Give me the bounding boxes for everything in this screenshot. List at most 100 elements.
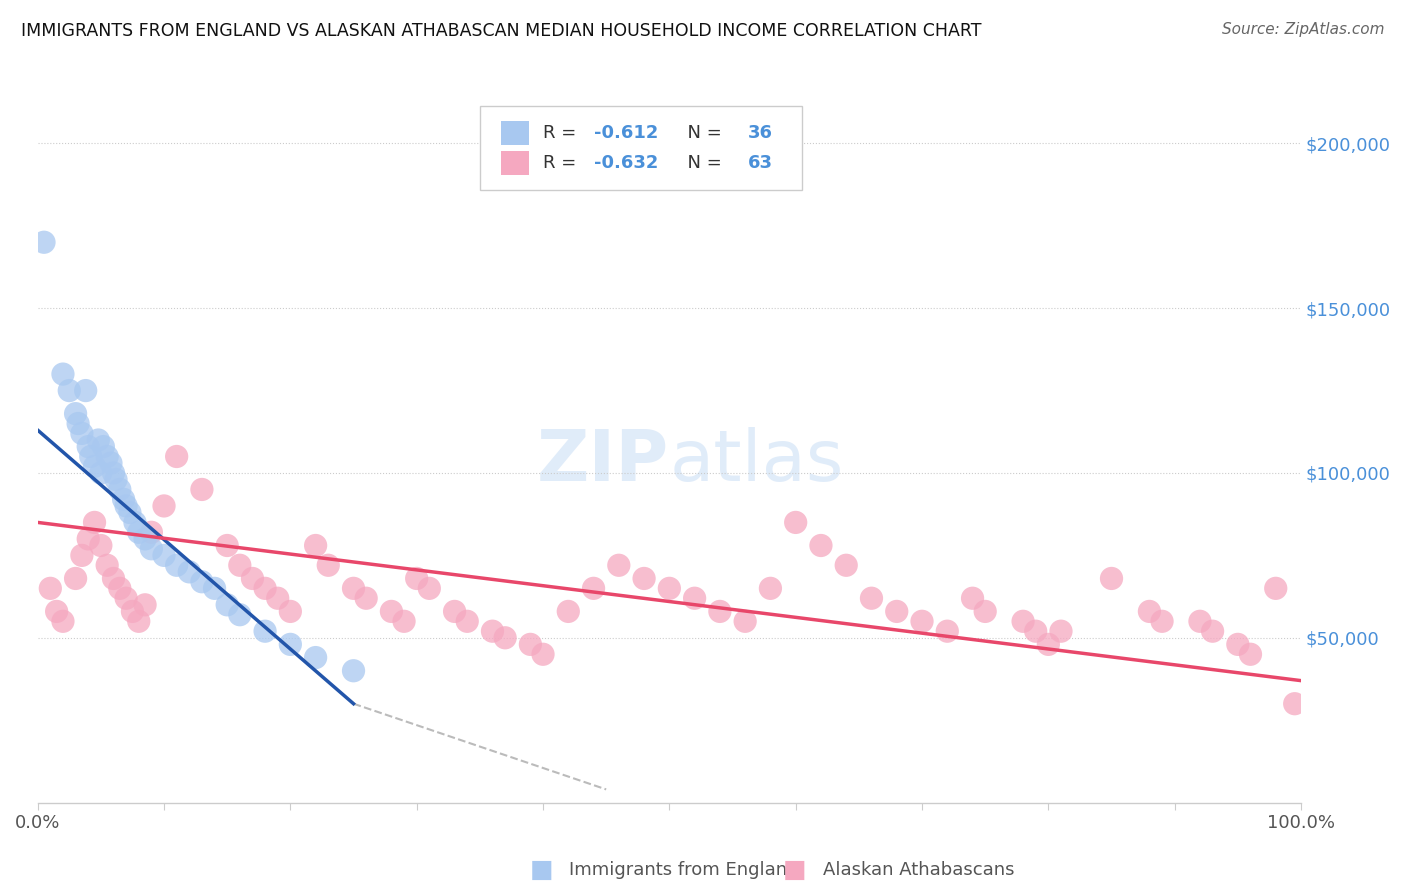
Point bbox=[83, 516, 105, 530]
Point bbox=[128, 525, 150, 540]
Point bbox=[217, 539, 239, 553]
Point bbox=[1139, 604, 1161, 618]
Point bbox=[52, 615, 75, 629]
Point bbox=[166, 450, 188, 464]
Point bbox=[134, 598, 156, 612]
Point bbox=[810, 539, 832, 553]
Point bbox=[217, 598, 239, 612]
Point bbox=[103, 466, 125, 480]
Text: ZIP: ZIP bbox=[537, 427, 669, 496]
Point bbox=[242, 571, 264, 585]
Point bbox=[1038, 637, 1060, 651]
Point bbox=[835, 558, 858, 573]
Point bbox=[531, 647, 554, 661]
Point bbox=[77, 440, 100, 454]
Point bbox=[342, 664, 364, 678]
Point bbox=[886, 604, 908, 618]
Point bbox=[70, 549, 93, 563]
Point bbox=[342, 582, 364, 596]
Bar bbox=[502, 151, 529, 175]
Point bbox=[962, 591, 984, 606]
Text: N =: N = bbox=[676, 154, 727, 172]
Point bbox=[229, 607, 252, 622]
Bar bbox=[502, 121, 529, 145]
Point bbox=[153, 499, 176, 513]
Point bbox=[115, 591, 138, 606]
Text: -0.612: -0.612 bbox=[593, 124, 658, 143]
Point bbox=[141, 525, 163, 540]
Point bbox=[103, 571, 125, 585]
Point bbox=[607, 558, 630, 573]
Point bbox=[153, 549, 176, 563]
Point bbox=[124, 516, 146, 530]
Point bbox=[141, 541, 163, 556]
Point bbox=[75, 384, 97, 398]
Point bbox=[405, 571, 427, 585]
Point bbox=[443, 604, 465, 618]
Point bbox=[96, 450, 118, 464]
Point bbox=[134, 532, 156, 546]
Point bbox=[100, 456, 122, 470]
Point bbox=[316, 558, 339, 573]
Point bbox=[519, 637, 541, 651]
Point bbox=[52, 367, 75, 381]
Point bbox=[1050, 624, 1073, 639]
Point bbox=[70, 426, 93, 441]
Point bbox=[254, 582, 277, 596]
Point bbox=[759, 582, 782, 596]
Point bbox=[1101, 571, 1123, 585]
Point bbox=[380, 604, 402, 618]
Point bbox=[304, 650, 326, 665]
Point bbox=[557, 604, 579, 618]
Text: -0.632: -0.632 bbox=[593, 154, 658, 172]
Text: ■: ■ bbox=[783, 858, 806, 881]
Point bbox=[65, 407, 87, 421]
Point bbox=[105, 473, 128, 487]
Point bbox=[974, 604, 997, 618]
Point bbox=[128, 615, 150, 629]
Point bbox=[418, 582, 440, 596]
Point bbox=[83, 459, 105, 474]
Point bbox=[254, 624, 277, 639]
Point bbox=[32, 235, 55, 250]
Point bbox=[179, 565, 201, 579]
FancyBboxPatch shape bbox=[479, 106, 801, 190]
Text: Immigrants from England: Immigrants from England bbox=[569, 861, 799, 879]
Point bbox=[96, 558, 118, 573]
Point bbox=[1201, 624, 1223, 639]
Text: R =: R = bbox=[543, 124, 582, 143]
Point bbox=[108, 582, 131, 596]
Point bbox=[80, 450, 103, 464]
Text: 36: 36 bbox=[748, 124, 773, 143]
Point bbox=[1150, 615, 1173, 629]
Point bbox=[1284, 697, 1306, 711]
Point bbox=[229, 558, 252, 573]
Point bbox=[118, 506, 141, 520]
Point bbox=[204, 582, 226, 596]
Point bbox=[58, 384, 80, 398]
Point bbox=[280, 637, 302, 651]
Point bbox=[936, 624, 959, 639]
Point bbox=[683, 591, 706, 606]
Point bbox=[1025, 624, 1047, 639]
Point bbox=[267, 591, 290, 606]
Point bbox=[191, 483, 214, 497]
Point bbox=[1264, 582, 1286, 596]
Point bbox=[90, 466, 112, 480]
Text: ■: ■ bbox=[530, 858, 553, 881]
Point bbox=[112, 492, 135, 507]
Point bbox=[87, 433, 110, 447]
Point bbox=[115, 499, 138, 513]
Point bbox=[392, 615, 415, 629]
Point bbox=[108, 483, 131, 497]
Point bbox=[860, 591, 883, 606]
Point bbox=[1188, 615, 1211, 629]
Text: R =: R = bbox=[543, 154, 582, 172]
Point bbox=[280, 604, 302, 618]
Text: IMMIGRANTS FROM ENGLAND VS ALASKAN ATHABASCAN MEDIAN HOUSEHOLD INCOME CORRELATIO: IMMIGRANTS FROM ENGLAND VS ALASKAN ATHAB… bbox=[21, 22, 981, 40]
Point bbox=[45, 604, 67, 618]
Point bbox=[1012, 615, 1035, 629]
Point bbox=[456, 615, 478, 629]
Point bbox=[65, 571, 87, 585]
Point bbox=[1226, 637, 1249, 651]
